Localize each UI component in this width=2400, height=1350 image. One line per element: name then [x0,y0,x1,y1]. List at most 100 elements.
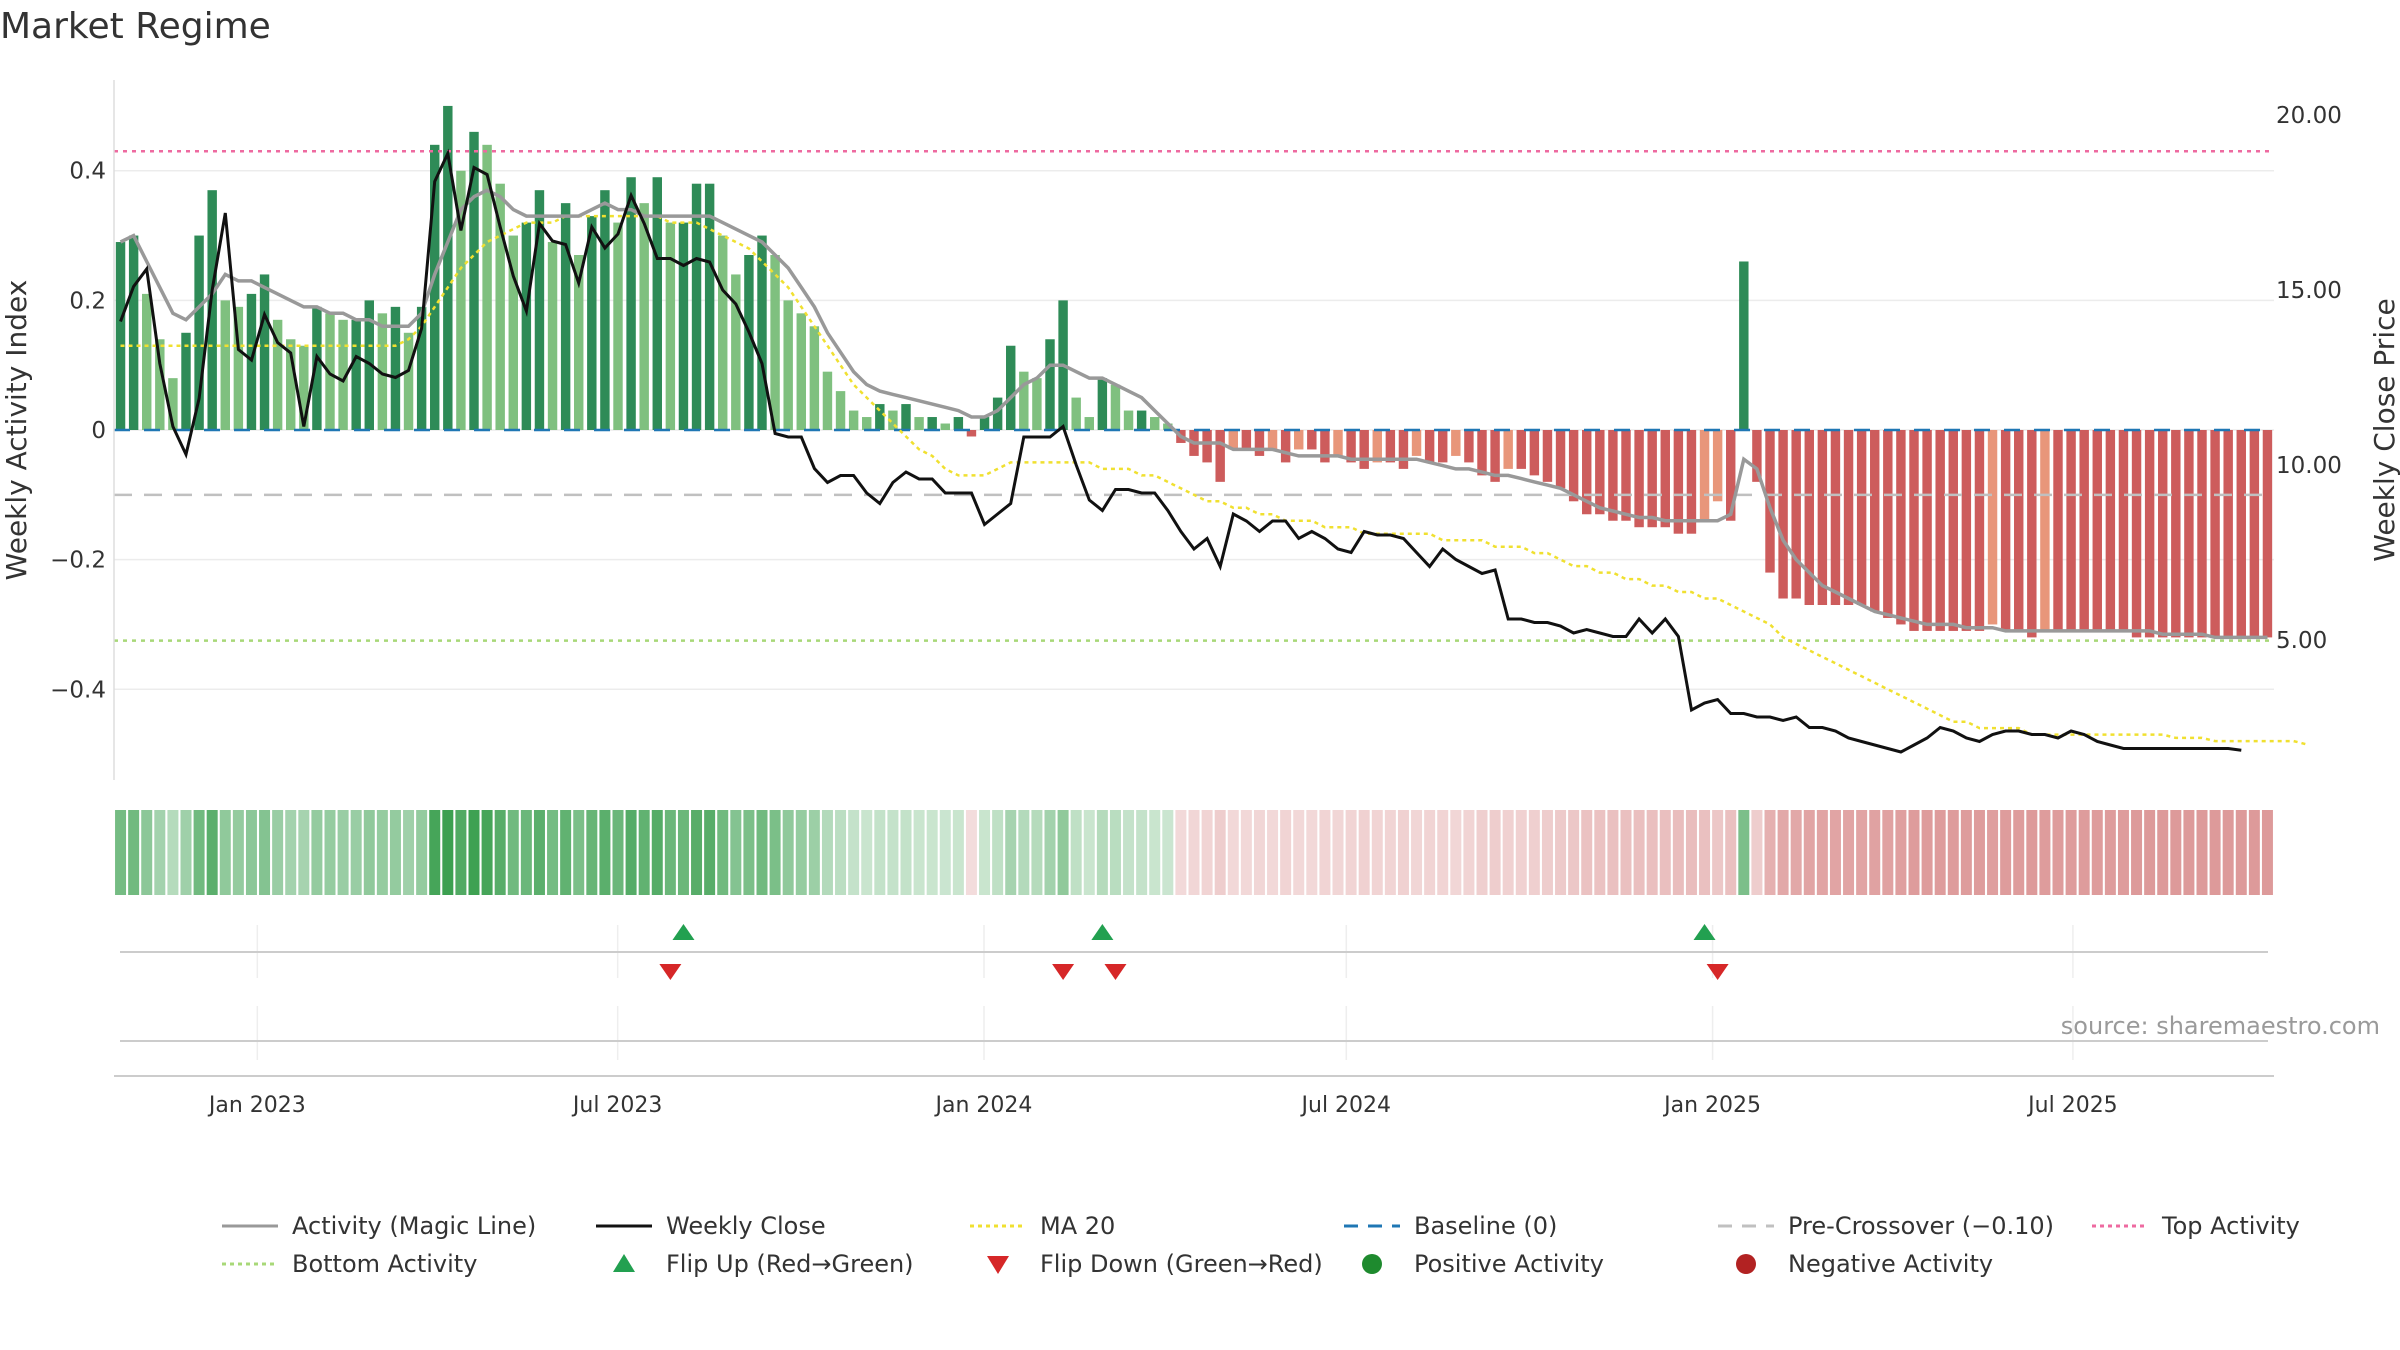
activity-bar [1280,430,1291,463]
activity-bar [587,216,597,430]
activity-bar [495,183,505,430]
heat-cell [1921,810,1933,895]
activity-bar [822,371,833,430]
heat-cell [2248,810,2260,895]
heat-cell [2131,810,2143,895]
heat-cell [769,810,781,895]
activity-bar [2249,430,2260,638]
heat-cell [1358,810,1370,895]
activity-bar [1320,430,1330,463]
activity-bar [691,183,702,430]
heat-cell [1306,810,1318,895]
heat-cell [743,810,755,895]
activity-bar [953,417,964,430]
heat-cell [1607,810,1619,895]
activity-bar [469,131,479,430]
activity-bar [1411,430,1422,456]
activity-bar [979,417,990,430]
activity-bar [1464,430,1474,463]
heat-cell [887,810,899,895]
activity-bar [966,430,977,437]
activity-bar [1568,430,1579,502]
activity-bar [2066,430,2076,631]
heat-cell [1437,810,1449,895]
activity-bar [2158,430,2168,638]
heat-cell [1555,810,1567,895]
activity-bar [2014,430,2024,631]
activity-bar [914,417,924,430]
flip-up-marker [672,924,695,940]
y-right-tick-label: 5.00 [2276,628,2327,654]
activity-bar [992,397,1003,430]
heat-cell [704,810,716,895]
heat-cell [874,810,886,895]
heat-cell [1646,810,1658,895]
activity-bar [1516,430,1526,469]
activity-bar [1032,378,1042,430]
activity-bar [351,319,361,430]
heat-cell [272,810,284,895]
heat-cell [1725,810,1737,895]
activity-bar [1608,430,1618,521]
heat-cell [219,810,231,895]
x-tick-label: Jan 2025 [1662,1093,1761,1118]
legend-label: Pre-Crossover (−0.10) [1788,1212,2054,1240]
chart-title: Market Regime [0,6,271,47]
activity-bar [547,242,558,430]
activity-bar [744,255,754,430]
activity-bar [848,410,859,430]
heat-cell [507,810,519,895]
heat-cell [1096,810,1108,895]
heat-cell [1816,810,1828,895]
activity-bar [2118,430,2129,631]
heat-cell [1987,810,1999,895]
heat-cell [2026,810,2038,895]
activity-bar [1765,430,1775,573]
heat-cell [1188,810,1200,895]
heat-cell [324,810,336,895]
heat-cell [154,810,166,895]
activity-bar [1870,430,1880,612]
legend-label: Positive Activity [1414,1250,1604,1278]
activity-bar [2197,430,2207,638]
heat-cell [835,810,847,895]
legend-label: Bottom Activity [292,1250,477,1278]
heat-cell [350,810,362,895]
series-lines [114,148,2308,754]
heat-cell [1450,810,1462,895]
activity-bar [1385,430,1396,463]
heat-cell [2235,810,2247,895]
activity-bar [1136,410,1147,430]
heat-cell [1201,810,1213,895]
heat-cell [494,810,506,895]
heat-cell [245,810,257,895]
activity-bar [1372,430,1382,463]
heat-cell [1856,810,1868,895]
heat-cell [1633,810,1645,895]
heat-cell [337,810,349,895]
activity-bar [338,319,348,430]
activity-bar [1987,430,1998,625]
legend-swatch [613,1254,635,1272]
activity-bar [1922,430,1932,631]
heat-cell [376,810,388,895]
heat-cell [1031,810,1043,895]
activity-bar [233,306,244,430]
heat-cell [481,810,493,895]
heat-cell [1515,810,1527,895]
heat-cell [2157,810,2169,895]
y-left-tick-label: 0.4 [69,159,106,185]
heat-cell [2183,810,2195,895]
activity-bar [835,391,846,430]
heat-cell [1109,810,1121,895]
activity-bar [1752,430,1762,482]
heat-cell [1594,810,1606,895]
heat-cell [821,810,833,895]
heat-cell [1149,810,1161,895]
activity-bar [403,332,414,430]
legend-label: Baseline (0) [1414,1212,1557,1240]
activity-bar [1359,430,1369,469]
activity-bar [1830,430,1841,605]
heat-cell [1463,810,1475,895]
heat-cell [141,810,153,895]
